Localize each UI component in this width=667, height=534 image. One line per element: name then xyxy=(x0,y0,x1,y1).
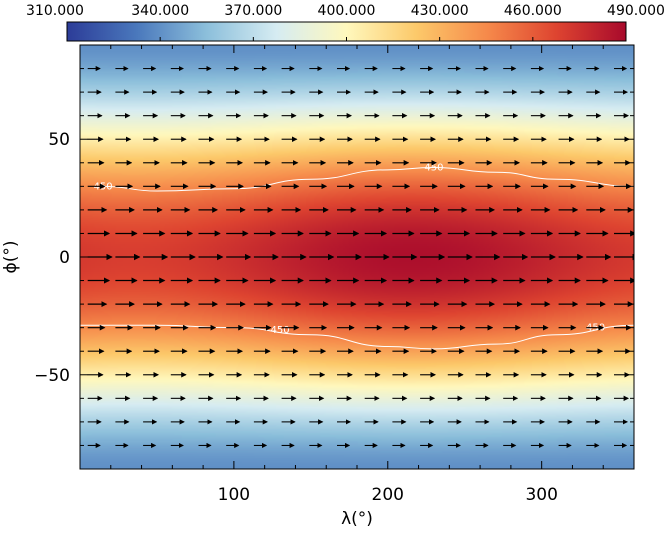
x-tick-label: 300 xyxy=(525,485,557,505)
wind-vectors xyxy=(87,65,634,449)
x-axis-title: λ(°) xyxy=(341,509,373,529)
x-tick-label: 100 xyxy=(218,485,250,505)
x-tick-label: 200 xyxy=(372,485,404,505)
contour-line xyxy=(103,166,634,192)
y-tick-label: 0 xyxy=(59,248,70,268)
y-axis-title: ϕ(°) xyxy=(1,241,21,274)
y-axis-ticks: −50 0 50 xyxy=(34,68,634,446)
colorbar-tick-label: 310.000 xyxy=(26,3,84,19)
colorbar-tick-label: 400.000 xyxy=(318,3,376,19)
y-tick-label: 50 xyxy=(48,130,70,150)
colorbar-tick-label: 370.000 xyxy=(224,3,282,19)
contour-label: 450 xyxy=(271,325,290,336)
colorbar-tick-label: 430.000 xyxy=(411,3,469,19)
contour-label: 450 xyxy=(424,162,443,173)
colorbar: 310.000 340.000 370.000 400.000 430.000 460.0… xyxy=(26,3,665,42)
y-tick-label: −50 xyxy=(34,366,70,386)
colorbar-ticks: 310.000 340.000 370.000 400.000 430.000 460.0… xyxy=(26,3,665,41)
colorbar-tick-label: 460.000 xyxy=(504,3,562,19)
x-axis-ticks: 100 200 300 xyxy=(110,45,604,505)
colorbar-tick-label: 340.000 xyxy=(131,3,189,19)
colorbar-tick-label: 490.000 xyxy=(607,3,665,19)
